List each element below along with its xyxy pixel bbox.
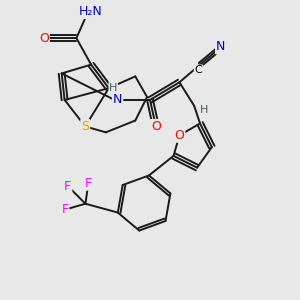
Text: O: O: [39, 32, 49, 45]
Text: C: C: [195, 65, 203, 76]
Text: F: F: [64, 180, 71, 193]
Text: F: F: [61, 203, 68, 216]
Text: O: O: [175, 129, 184, 142]
Text: H₂N: H₂N: [79, 5, 103, 18]
Text: F: F: [85, 177, 92, 190]
Text: S: S: [81, 120, 89, 133]
Text: O: O: [151, 120, 161, 133]
Text: N: N: [113, 93, 122, 106]
Text: N: N: [216, 40, 225, 53]
Text: H: H: [109, 82, 117, 93]
Text: H: H: [200, 105, 209, 115]
